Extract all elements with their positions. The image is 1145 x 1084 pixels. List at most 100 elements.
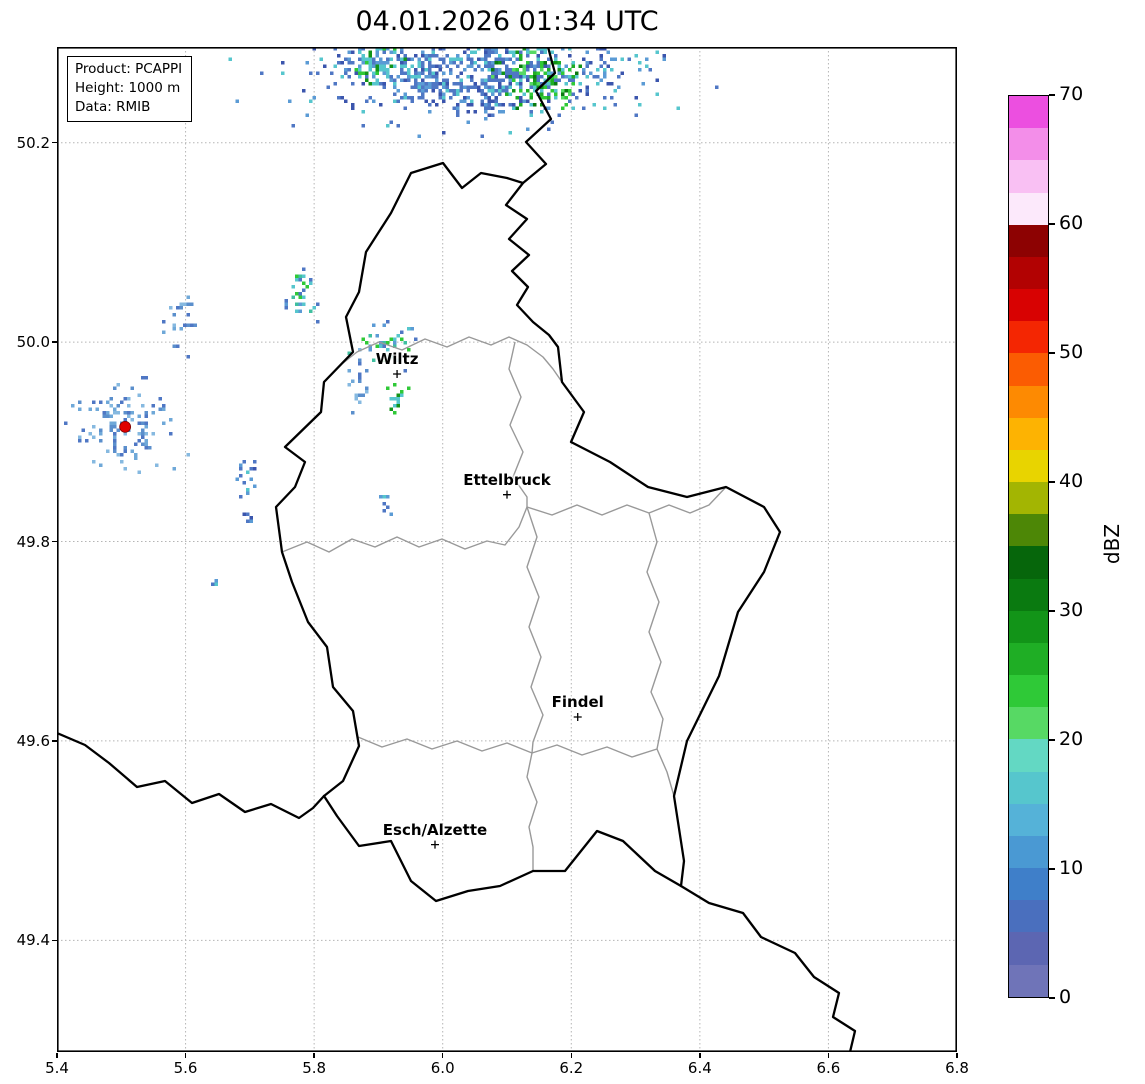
x-tick-label: 6.8: [945, 1059, 969, 1077]
colorbar-tick-mark: [1049, 868, 1055, 870]
colorbar-tick-mark: [1049, 997, 1055, 999]
y-tick-mark: [51, 740, 57, 742]
colorbar: [1008, 95, 1049, 998]
colorbar-segment: [1009, 353, 1048, 386]
canton-border: [526, 752, 538, 871]
canton-border: [526, 486, 727, 516]
x-tick-mark: [442, 1052, 444, 1058]
radar-site-marker: [119, 420, 132, 433]
canton-border: [526, 506, 544, 754]
colorbar-segment: [1009, 256, 1048, 290]
map-canvas: [57, 47, 957, 1052]
colorbar-segment: [1009, 160, 1048, 193]
colorbar-tick-mark: [1049, 352, 1055, 354]
colorbar-segment: [1009, 224, 1048, 257]
plot-frame: [57, 47, 957, 1052]
x-tick-mark: [313, 1052, 315, 1058]
colorbar-unit-label: dBZ: [1100, 523, 1124, 565]
colorbar-segment: [1009, 514, 1048, 547]
colorbar-segment: [1009, 964, 1048, 997]
info-height: Height: 1000 m: [75, 80, 181, 97]
x-tick-label: 6.2: [559, 1059, 584, 1077]
colorbar-tick-label: 30: [1059, 599, 1084, 621]
canton-borders: [281, 336, 727, 871]
colorbar-tick-label: 10: [1059, 857, 1084, 879]
colorbar-tick-label: 70: [1059, 83, 1084, 105]
y-tick-mark: [51, 341, 57, 343]
colorbar-tick-label: 20: [1059, 728, 1084, 750]
colorbar-segment: [1009, 289, 1048, 322]
colorbar-segment: [1009, 128, 1048, 161]
colorbar-segment: [1009, 739, 1048, 772]
city-marker: [573, 713, 582, 721]
canton-border: [508, 341, 528, 507]
colorbar-segment: [1009, 835, 1048, 869]
colorbar-segment: [1009, 675, 1048, 708]
info-product: Product: PCAPPI: [75, 61, 183, 77]
x-tick-mark: [699, 1052, 701, 1058]
canton-border: [337, 336, 563, 383]
colorbar-segment: [1009, 96, 1048, 129]
country-border-north: [521, 47, 557, 185]
y-tick-mark: [51, 939, 57, 941]
colorbar-segment: [1009, 900, 1048, 933]
y-tick-label: 49.4: [16, 931, 50, 950]
colorbar-tick-label: 60: [1059, 212, 1084, 234]
colorbar-tick-label: 50: [1059, 341, 1084, 363]
map-plot-area: Product: PCAPPI Height: 1000 m Data: RMI…: [57, 47, 957, 1052]
colorbar-segment: [1009, 868, 1048, 901]
colorbar-tick-label: 0: [1059, 986, 1072, 1008]
x-tick-mark: [827, 1052, 830, 1058]
country-border-southeast: [679, 884, 857, 1052]
x-tick-label: 6.6: [816, 1059, 841, 1077]
city-label: Esch/Alzette: [382, 820, 488, 839]
x-tick-mark: [956, 1052, 958, 1058]
colorbar-tick-mark: [1049, 481, 1055, 483]
grid-lines: [57, 47, 957, 1052]
city-label: Ettelbruck: [463, 470, 551, 489]
colorbar-segment: [1009, 192, 1048, 225]
colorbar-segment: [1009, 482, 1048, 515]
colorbar-segment: [1009, 321, 1048, 354]
colorbar-tick-label: 40: [1059, 470, 1084, 492]
radar-echo-layer: [64, 47, 719, 586]
colorbar-segment: [1009, 932, 1048, 965]
canton-border: [357, 736, 675, 797]
figure-title: 04.01.2026 01:34 UTC: [355, 6, 659, 37]
country-border-luxembourg: [274, 161, 782, 903]
x-tick-mark: [56, 1052, 58, 1058]
colorbar-segment: [1009, 417, 1048, 450]
city-marker: [503, 490, 511, 499]
colorbar-segment: [1009, 642, 1048, 676]
info-source: Data: RMIB: [75, 99, 151, 116]
y-tick-label: 50.2: [16, 133, 50, 152]
country-border-southwest: [57, 731, 326, 820]
city-label: Wiltz: [375, 350, 419, 369]
colorbar-segment: [1009, 546, 1048, 579]
city-marker: [431, 840, 439, 849]
map-markers: [119, 370, 582, 849]
colorbar-segment: [1009, 771, 1048, 804]
y-tick-mark: [51, 540, 57, 543]
colorbar-segment: [1009, 385, 1048, 418]
colorbar-tick-mark: [1049, 610, 1055, 612]
y-tick-label: 49.6: [16, 731, 50, 750]
y-tick-label: 50.0: [16, 333, 50, 352]
x-tick-label: 6.0: [430, 1059, 455, 1077]
x-tick-label: 5.4: [45, 1059, 69, 1077]
canton-border: [281, 506, 528, 553]
colorbar-segment: [1009, 578, 1048, 611]
colorbar-segment: [1009, 449, 1048, 483]
x-tick-mark: [570, 1052, 572, 1058]
colorbar-tick-mark: [1049, 223, 1055, 225]
info-box: Product: PCAPPI Height: 1000 m Data: RMI…: [67, 56, 193, 123]
colorbar-segment: [1009, 610, 1048, 643]
city-marker: [393, 370, 402, 379]
y-tick-mark: [51, 142, 57, 144]
y-tick-label: 49.8: [16, 532, 50, 551]
city-label: Findel: [551, 693, 604, 711]
colorbar-tick-mark: [1049, 739, 1055, 741]
colorbar-tick-mark: [1049, 94, 1055, 96]
x-tick-mark: [184, 1052, 187, 1058]
